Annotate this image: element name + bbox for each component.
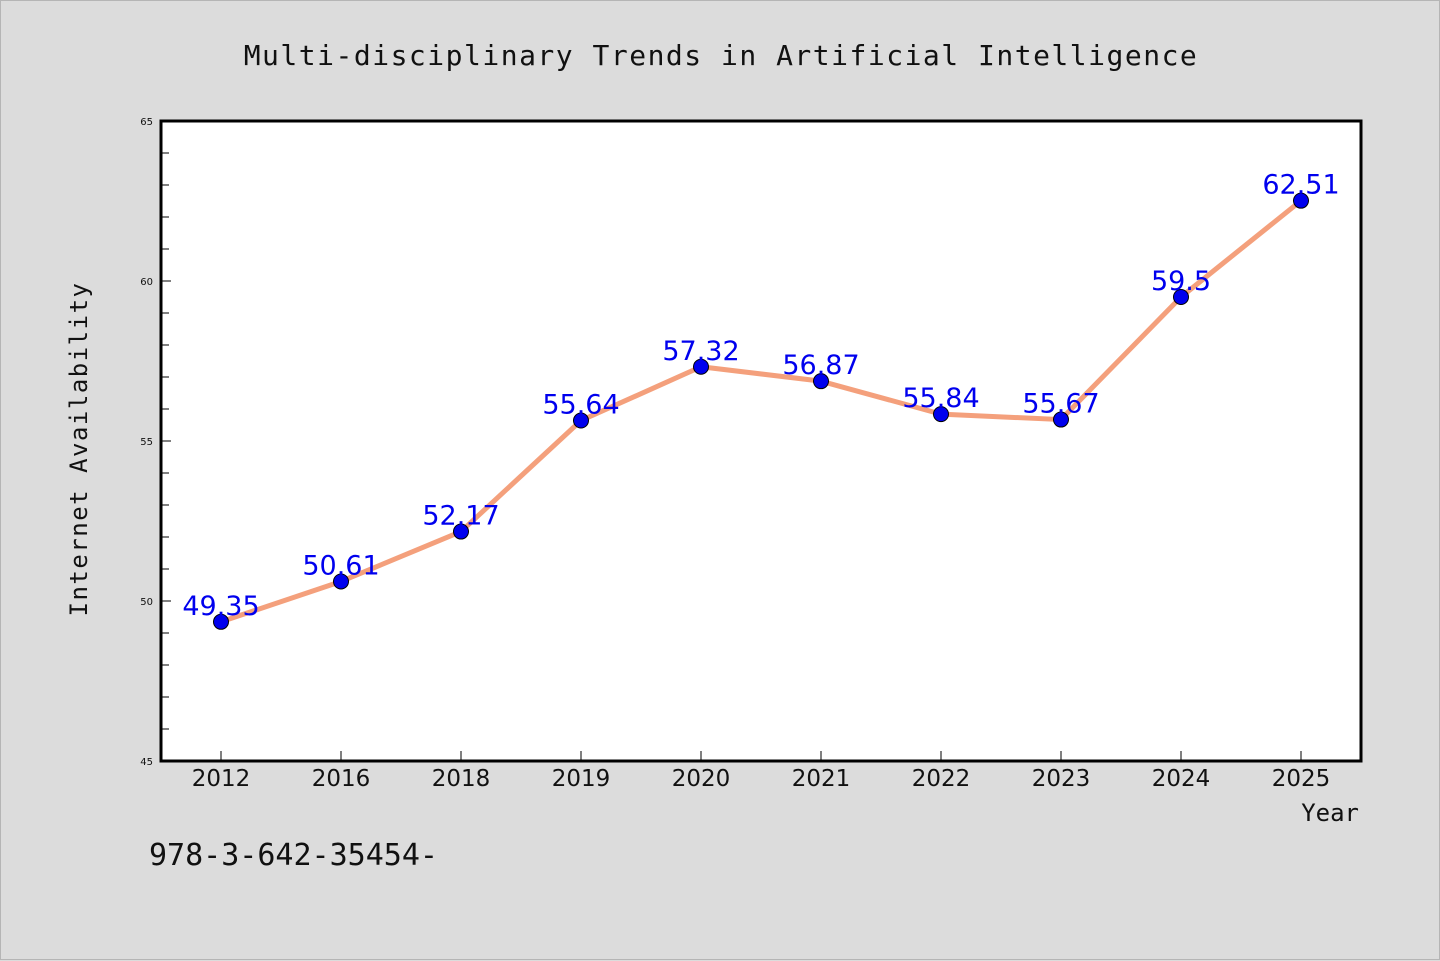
series-layer: 49.35 50.61 52.17 55.64 57.32 56.87 55.84 55.67… [182, 170, 1340, 630]
y-tick-label: 50 [140, 597, 153, 608]
data-point [693, 358, 709, 375]
x-tick-label: 2012 [192, 766, 251, 792]
data-label: 59.5 [1151, 266, 1211, 297]
x-tick-label: 2016 [312, 766, 371, 792]
x-tick-label: 2023 [1032, 766, 1091, 792]
x-tick-label: 2019 [552, 766, 611, 792]
data-label: 55.67 [1022, 389, 1099, 420]
footer-code: 978-3-642-35454- [149, 838, 438, 873]
y-axis-label: Internet Availability [65, 282, 93, 617]
data-point [453, 523, 469, 540]
x-axis-label: Year [1301, 799, 1359, 827]
data-label: 55.84 [902, 383, 979, 414]
x-tick-label: 2018 [432, 766, 491, 792]
y-tick-label: 55 [140, 437, 153, 448]
x-axis-ticks: 2012 2016 2018 2019 2020 2021 2022 2023 2024 2025 [192, 751, 1331, 792]
data-point [333, 573, 349, 590]
x-tick-label: 2024 [1152, 766, 1211, 792]
data-point [813, 373, 829, 390]
data-label: 52.17 [422, 501, 499, 532]
x-tick-label: 2022 [912, 766, 971, 792]
chart-title: Multi-disciplinary Trends in Artificial … [244, 39, 1199, 72]
y-tick-label: 45 [140, 757, 153, 768]
plot-area [161, 121, 1361, 761]
data-label: 56.87 [782, 350, 859, 381]
data-label: 62.51 [1262, 170, 1339, 201]
data-point [1173, 289, 1189, 305]
data-point [213, 613, 229, 630]
data-point [933, 406, 949, 423]
data-point [573, 412, 589, 429]
x-tick-label: 2025 [1272, 766, 1331, 792]
data-label: 49.35 [182, 591, 259, 622]
data-point [1293, 192, 1309, 209]
data-label: 55.64 [542, 390, 619, 421]
plot-border [159, 119, 1363, 763]
series-line [218, 198, 1304, 625]
y-tick-label: 60 [140, 277, 153, 288]
x-tick-label: 2020 [672, 766, 731, 792]
x-tick-label: 2021 [792, 766, 851, 792]
y-tick-label: 65 [140, 117, 153, 128]
data-point [1053, 411, 1069, 428]
data-label: 50.61 [302, 550, 379, 581]
data-label: 57.32 [662, 336, 739, 367]
